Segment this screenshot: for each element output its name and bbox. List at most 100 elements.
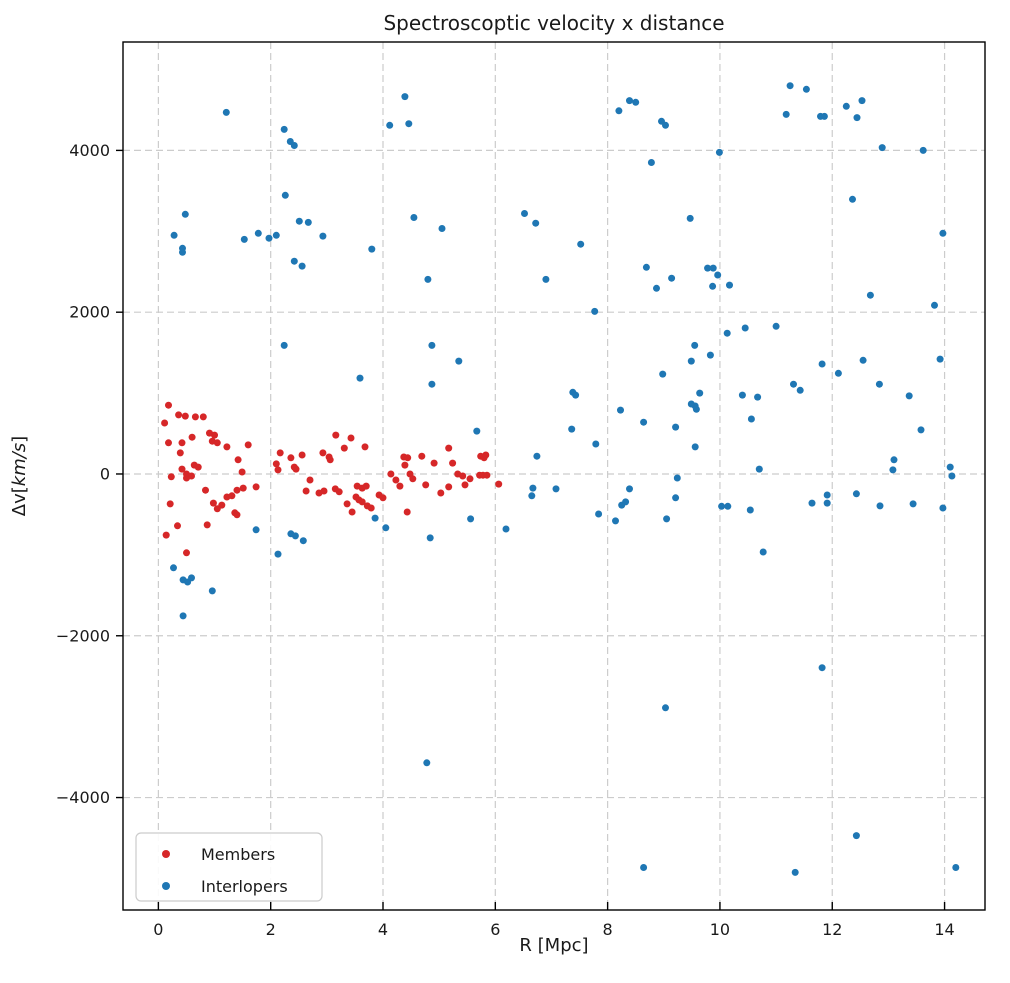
chart-title: Spectroscoptic velocity x distance: [383, 11, 724, 35]
interloper-point: [691, 341, 699, 349]
interloper-point: [772, 322, 780, 330]
member-point: [401, 461, 409, 469]
x-tick-label: 8: [603, 920, 613, 939]
interloper-point: [782, 110, 790, 118]
interloper-point: [298, 262, 306, 270]
member-point: [409, 475, 417, 483]
member-point: [194, 463, 202, 471]
interloper-point: [714, 271, 722, 279]
member-point: [422, 481, 430, 489]
interloper-point: [254, 229, 262, 237]
interloper-point: [853, 114, 861, 122]
member-point: [244, 441, 252, 449]
interloper-point: [709, 282, 717, 290]
interloper-point: [529, 484, 537, 492]
interloper-point: [917, 426, 925, 434]
legend: Members Interlopers: [135, 832, 323, 902]
member-point: [183, 549, 190, 557]
interloper-point: [724, 502, 732, 510]
interloper-point: [428, 341, 436, 349]
interloper-point: [706, 351, 714, 359]
interloper-point: [820, 112, 828, 120]
interloper-point: [291, 532, 299, 540]
member-point: [188, 433, 196, 441]
interloper-point: [866, 291, 874, 299]
member-point: [466, 475, 474, 483]
interloper-point: [931, 301, 938, 309]
member-point: [165, 439, 172, 447]
interloper-point: [946, 463, 954, 471]
interloper-point: [936, 355, 944, 363]
y-axis-label-suffix: ]: [9, 436, 30, 443]
interloper-point: [802, 85, 810, 93]
member-point: [437, 489, 445, 497]
interloper-point: [272, 231, 280, 239]
member-point: [302, 487, 310, 495]
member-point: [165, 401, 172, 409]
interloper-point: [662, 704, 669, 712]
member-point: [343, 500, 351, 508]
interloper-point: [222, 108, 230, 116]
member-point: [234, 456, 242, 464]
interloper-point: [467, 515, 475, 523]
member-point: [166, 500, 174, 508]
member-point: [445, 444, 453, 452]
member-point: [306, 476, 314, 484]
member-point: [274, 466, 282, 474]
member-point: [178, 439, 186, 447]
interloper-point: [786, 82, 794, 90]
member-point: [161, 419, 169, 427]
interloper-point: [672, 423, 680, 431]
interloper-point: [640, 864, 648, 871]
interloper-point: [878, 144, 886, 152]
member-point: [209, 499, 217, 507]
interloper-point: [473, 427, 481, 435]
interloper-point: [791, 868, 799, 876]
member-point: [430, 459, 438, 467]
interloper-point: [319, 232, 327, 240]
interloper-point: [502, 525, 510, 533]
interloper-point: [858, 97, 866, 105]
member-point: [211, 431, 218, 439]
interloper-point: [615, 107, 623, 115]
interloper-point: [823, 499, 831, 507]
member-point: [191, 413, 199, 421]
y-tick-label: 0: [100, 464, 110, 483]
legend-marker-interlopers: [162, 882, 170, 890]
y-axis-label-prefix: Δv[: [9, 486, 30, 516]
interloper-point: [290, 257, 298, 265]
interloper-point: [542, 275, 550, 283]
member-point: [233, 486, 241, 494]
interloper-point: [280, 341, 288, 349]
interloper-point: [659, 370, 667, 378]
interloper-point: [299, 537, 307, 545]
interloper-point: [265, 234, 273, 242]
interloper-point: [663, 515, 671, 523]
member-point: [276, 449, 284, 457]
member-point: [418, 452, 426, 460]
interloper-point: [738, 391, 746, 399]
member-point: [347, 434, 355, 442]
legend-marker-members: [162, 850, 170, 858]
interloper-point: [668, 274, 676, 282]
interloper-point: [890, 456, 898, 464]
interloper-point: [521, 210, 528, 217]
interloper-point: [356, 374, 364, 382]
legend-box: [135, 832, 323, 902]
member-point: [340, 444, 348, 452]
interloper-point: [179, 248, 186, 256]
tick-layer: 0 2 4 6 8 10 12 14 −4000 −2000 0 2000 4000: [56, 141, 955, 939]
interloper-point: [208, 587, 216, 595]
interloper-point: [642, 263, 650, 271]
interloper-point: [875, 380, 883, 388]
interloper-point: [687, 400, 695, 408]
member-point: [332, 431, 340, 439]
interloper-point: [455, 357, 463, 365]
y-tick-label: −2000: [56, 626, 110, 645]
interloper-point: [572, 391, 580, 399]
member-point: [175, 411, 183, 419]
member-point: [348, 508, 356, 516]
member-point: [396, 482, 404, 490]
interloper-point: [905, 392, 913, 400]
interloper-point: [849, 195, 856, 203]
